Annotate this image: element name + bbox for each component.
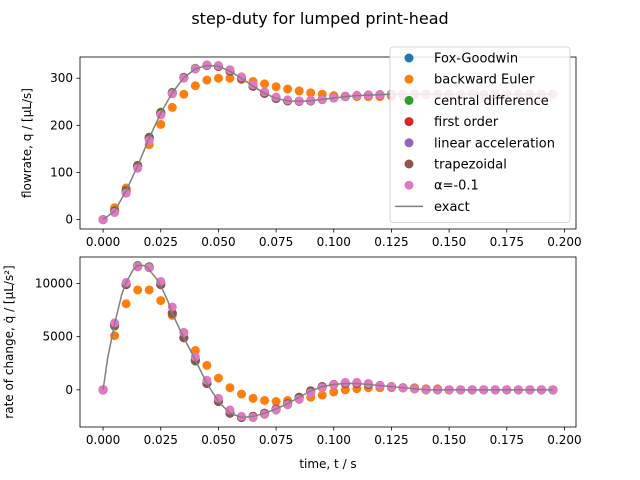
legend-label: first order (434, 115, 499, 130)
data-point (225, 405, 235, 415)
data-point (213, 373, 223, 383)
data-point (225, 383, 235, 393)
x-tick-label: 0.175 (490, 433, 524, 447)
data-point (190, 81, 200, 91)
data-point (225, 73, 235, 83)
data-point (156, 119, 166, 129)
data-point (167, 102, 177, 112)
data-point (236, 411, 246, 421)
x-tick-label: 0.075 (259, 433, 293, 447)
data-point (317, 383, 327, 393)
data-point (352, 377, 362, 387)
data-point (144, 285, 154, 295)
data-point (190, 346, 200, 355)
y-tick-label: 100 (50, 165, 73, 179)
data-point (340, 377, 350, 387)
data-point (260, 395, 270, 405)
y-axis-label: rate of change, q̇ / [µL/s²] (2, 265, 16, 418)
data-point (271, 82, 281, 92)
data-point (306, 88, 316, 98)
data-point (236, 389, 246, 399)
x-tick-label: 0.075 (259, 235, 293, 249)
legend: Fox-Goodwin backward Euler central differe… (389, 46, 571, 224)
data-point (283, 95, 293, 105)
data-point (202, 75, 212, 85)
legend-swatch (404, 180, 414, 190)
data-point (179, 89, 189, 99)
data-point (329, 387, 339, 397)
data-point (110, 208, 120, 218)
data-point (363, 378, 373, 388)
x-tick-label: 0.000 (86, 235, 120, 249)
legend-label: α=-0.1 (434, 179, 479, 194)
y-tick-label: 0 (65, 213, 73, 227)
legend-swatch (404, 53, 414, 63)
data-point (121, 299, 131, 309)
legend-label: exact (434, 200, 470, 215)
y-tick-label: 300 (50, 71, 73, 85)
figure-title: step-duty for lumped print-head (191, 9, 448, 28)
x-tick-label: 0.200 (547, 235, 581, 249)
data-point (317, 390, 327, 400)
data-point (133, 262, 143, 272)
plot-frame (79, 256, 577, 428)
x-tick-label: 0.150 (432, 433, 466, 447)
x-tick-label: 0.025 (144, 433, 178, 447)
exact-line (102, 264, 553, 419)
data-point (248, 393, 258, 403)
x-tick-label: 0.050 (201, 433, 235, 447)
legend-label: linear acceleration (434, 136, 555, 151)
y-tick-label: 5000 (42, 330, 73, 344)
data-point (213, 393, 223, 403)
y-tick-label: 0 (65, 383, 73, 397)
data-point (133, 285, 143, 295)
data-point (260, 79, 270, 89)
data-point (294, 394, 304, 404)
y-axis-label: flowrate, q / [µL/s] (20, 88, 34, 198)
legend-label: central difference (434, 94, 549, 109)
x-axis-label: time, t / s (299, 457, 356, 471)
x-tick-label: 0.025 (144, 235, 178, 249)
data-point (213, 73, 223, 83)
x-tick-label: 0.175 (490, 235, 524, 249)
data-point (294, 86, 304, 96)
data-point (156, 276, 166, 286)
y-tick-label: 10000 (35, 277, 73, 291)
data-point (248, 412, 258, 422)
x-tick-label: 0.200 (547, 433, 581, 447)
legend-label: backward Euler (434, 73, 535, 88)
data-point (144, 263, 154, 273)
x-tick-label: 0.125 (374, 235, 408, 249)
x-tick-label: 0.150 (432, 235, 466, 249)
legend-swatch (404, 95, 414, 105)
x-tick-label: 0.000 (86, 433, 120, 447)
legend-swatch (404, 117, 414, 127)
legend-swatch (404, 159, 414, 169)
bottom-panel: 0.000 0.025 0.050 0.075 0.100 0.125 0.150 0.175… (2, 256, 582, 471)
y-tick-label: 200 (50, 118, 73, 132)
x-tick-label: 0.100 (317, 235, 351, 249)
legend-swatch (404, 138, 414, 148)
x-tick-label: 0.125 (374, 433, 408, 447)
x-tick-label: 0.100 (317, 433, 351, 447)
legend-box (389, 46, 571, 224)
data-point (283, 84, 293, 94)
data-point (271, 397, 281, 406)
legend-label: Fox-Goodwin (434, 52, 518, 67)
data-point (202, 360, 212, 370)
x-tick-label: 0.050 (201, 235, 235, 249)
legend-swatch (404, 74, 414, 84)
data-point (156, 296, 166, 306)
data-point (340, 385, 350, 395)
legend-label: trapezoidal (434, 158, 507, 173)
